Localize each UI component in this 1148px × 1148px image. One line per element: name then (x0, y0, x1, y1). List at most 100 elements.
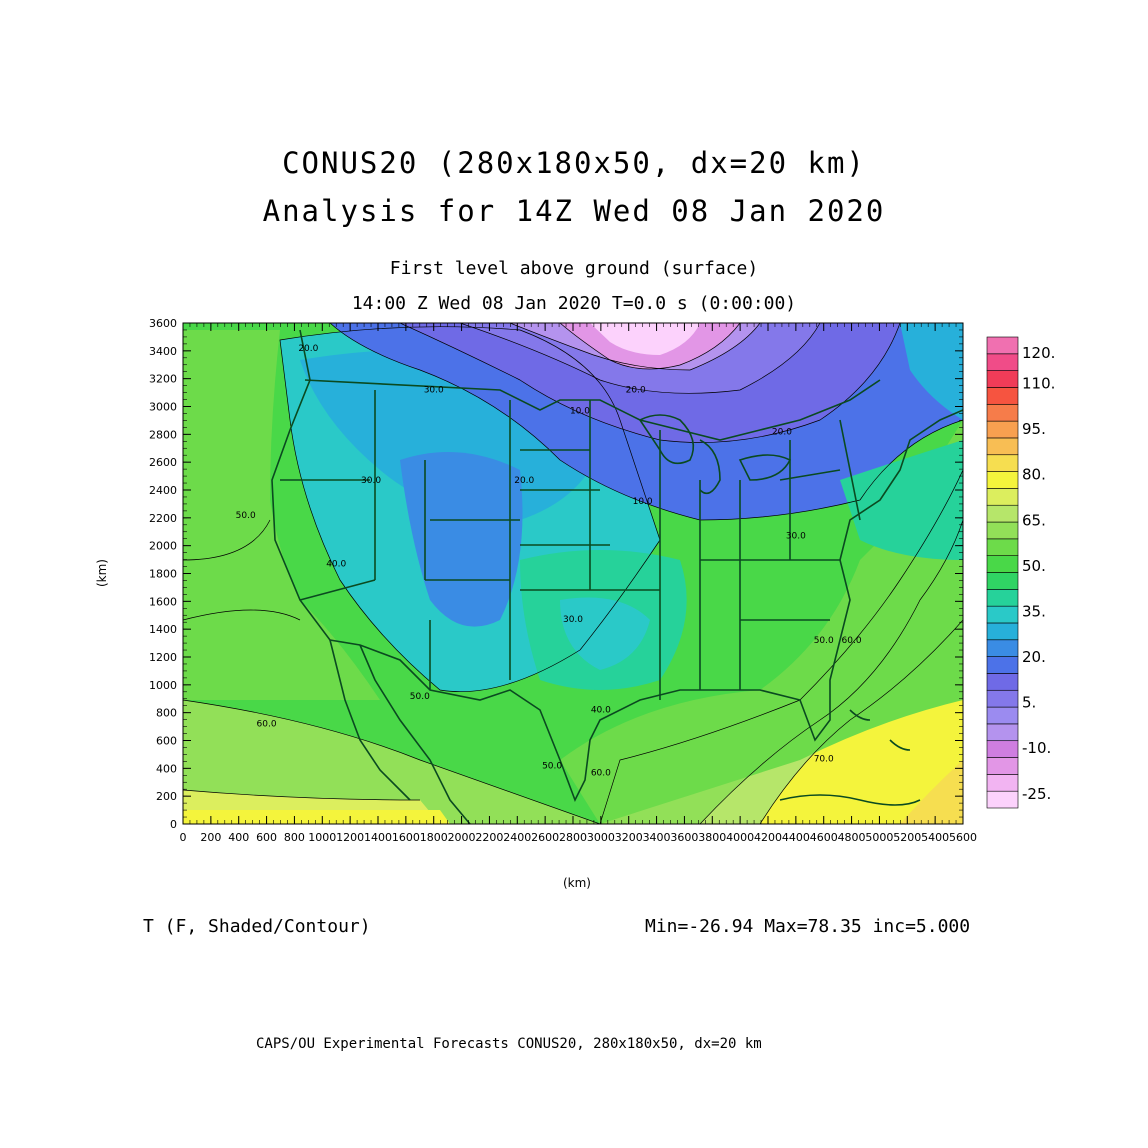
contour-label: 20.0 (298, 344, 318, 354)
contour-label: 40.0 (326, 560, 346, 570)
field-description: T (F, Shaded/Contour) (143, 916, 371, 937)
colorbar-label: 95. (1022, 420, 1046, 438)
colorbar-label: 35. (1022, 602, 1046, 620)
y-tick-label: 0 (170, 818, 177, 831)
y-tick-label: 3000 (149, 401, 177, 414)
y-tick-label: 2600 (149, 456, 177, 469)
x-tick-label: 800 (284, 831, 305, 844)
political-boundaries (271, 329, 963, 824)
x-tick-label: 3000 (587, 831, 615, 844)
colorbar-swatch (986, 673, 1019, 691)
plot-title-line-1: CONUS20 (280x180x50, dx=20 km) (282, 146, 866, 180)
colorbar-swatch (986, 488, 1019, 506)
y-tick-label: 3400 (149, 345, 177, 358)
x-tick-label: 600 (256, 831, 277, 844)
colorbar-swatch (986, 740, 1019, 758)
contour-label: 30.0 (786, 532, 806, 542)
x-tick-label: 5400 (921, 831, 949, 844)
contour-label: 30.0 (424, 386, 444, 396)
contour-label: 60.0 (257, 720, 277, 730)
x-tick-label: 4200 (754, 831, 782, 844)
valid-time-subtitle: 14:00 Z Wed 08 Jan 2020 T=0.0 s (0:00:00… (351, 293, 797, 314)
colorbar-swatch (986, 757, 1019, 775)
field-statistics: Min=-26.94 Max=78.35 inc=5.000 (645, 916, 971, 937)
x-tick-label: 4600 (810, 831, 838, 844)
colorbar-swatch (986, 521, 1019, 540)
colorbar-swatch (986, 605, 1019, 624)
x-tick-label: 4000 (726, 831, 754, 844)
contour-labels: 50.0 40.0 30.0 30.0 20.0 20.0 20.0 10.0 10.0 20.0… (236, 344, 862, 778)
colorbar-swatch (986, 723, 1019, 742)
x-tick-label: 5200 (893, 831, 921, 844)
colorbar-swatch (986, 387, 1019, 405)
colorbar-swatch (986, 504, 1019, 523)
y-axis-ticks: 0 200 400 600 800 1000 1200 1400 1600 1800 2000 220… (149, 317, 963, 831)
colorbar-label: -10. (1022, 739, 1051, 757)
contour-label: 40.0 (591, 706, 611, 716)
y-tick-label: 1000 (149, 679, 177, 692)
y-tick-label: 2800 (149, 428, 177, 441)
x-tick-label: 5000 (865, 831, 893, 844)
x-tick-label: 400 (228, 831, 249, 844)
y-tick-label: 1200 (149, 651, 177, 664)
x-axis-label: (km) (563, 876, 591, 890)
contour-label: 20.0 (514, 476, 534, 486)
x-tick-label: 4800 (838, 831, 866, 844)
colorbar-swatch (986, 572, 1019, 590)
contour-label: 50.0 (236, 511, 256, 521)
contour-label: 10.0 (570, 406, 590, 416)
contour-label: 30.0 (361, 476, 381, 486)
colorbar-label: 80. (1022, 466, 1046, 484)
credit-line: CAPS/OU Experimental Forecasts CONUS20, … (256, 1036, 762, 1052)
colorbar-swatch (986, 420, 1019, 439)
colorbar-swatch (986, 370, 1019, 388)
colorbar-swatch (986, 639, 1019, 657)
colorbar-swatch (986, 706, 1019, 725)
y-tick-label: 2400 (149, 484, 177, 497)
x-tick-label: 1600 (392, 831, 420, 844)
contour-label: 20.0 (626, 386, 646, 396)
y-tick-label: 400 (156, 762, 177, 775)
x-tick-label: 1800 (420, 831, 448, 844)
shaded-temperature-field (183, 323, 963, 824)
x-tick-label: 2000 (448, 831, 476, 844)
colorbar-swatch (986, 538, 1019, 556)
y-tick-label: 600 (156, 735, 177, 748)
y-tick-label: 1800 (149, 568, 177, 581)
colorbar: -25. -10. 5. 20. 35. 50. 65. 80. 95. 110. 120. (986, 336, 1055, 809)
colorbar-label: 110. (1022, 375, 1055, 393)
contour-label: 50.0 (542, 761, 562, 771)
colorbar-swatch (986, 689, 1019, 708)
colorbar-swatch (986, 454, 1019, 472)
colorbar-swatch (986, 353, 1019, 371)
x-tick-label: 1400 (364, 831, 392, 844)
x-tick-label: 2600 (531, 831, 559, 844)
x-axis-ticks: 0 200 400 600 800 1000 1200 1400 1600 1800 2000 220… (180, 323, 977, 844)
y-tick-label: 800 (156, 707, 177, 720)
y-tick-label: 3200 (149, 373, 177, 386)
x-tick-label: 2200 (475, 831, 503, 844)
x-tick-label: 2400 (503, 831, 531, 844)
x-tick-label: 3200 (615, 831, 643, 844)
colorbar-label: 65. (1022, 511, 1046, 529)
contour-label: 20.0 (772, 427, 792, 437)
colorbar-swatch (986, 471, 1019, 489)
colorbar-swatch (986, 403, 1019, 422)
x-tick-label: 200 (200, 831, 221, 844)
colorbar-label: 5. (1022, 694, 1036, 712)
contour-label: 60.0 (842, 636, 862, 646)
colorbar-swatch (986, 555, 1019, 573)
y-tick-label: 200 (156, 790, 177, 803)
y-axis-label: (km) (95, 559, 109, 587)
colorbar-label: 120. (1022, 344, 1055, 362)
x-tick-label: 3600 (670, 831, 698, 844)
colorbar-swatch (986, 336, 1019, 355)
colorbar-label: -25. (1022, 785, 1051, 803)
x-tick-label: 0 (180, 831, 187, 844)
colorbar-label: 50. (1022, 557, 1046, 575)
contour-label: 50.0 (814, 636, 834, 646)
colorbar-swatch (986, 656, 1019, 674)
temperature-contours (183, 323, 963, 824)
contour-label: 10.0 (633, 497, 653, 507)
